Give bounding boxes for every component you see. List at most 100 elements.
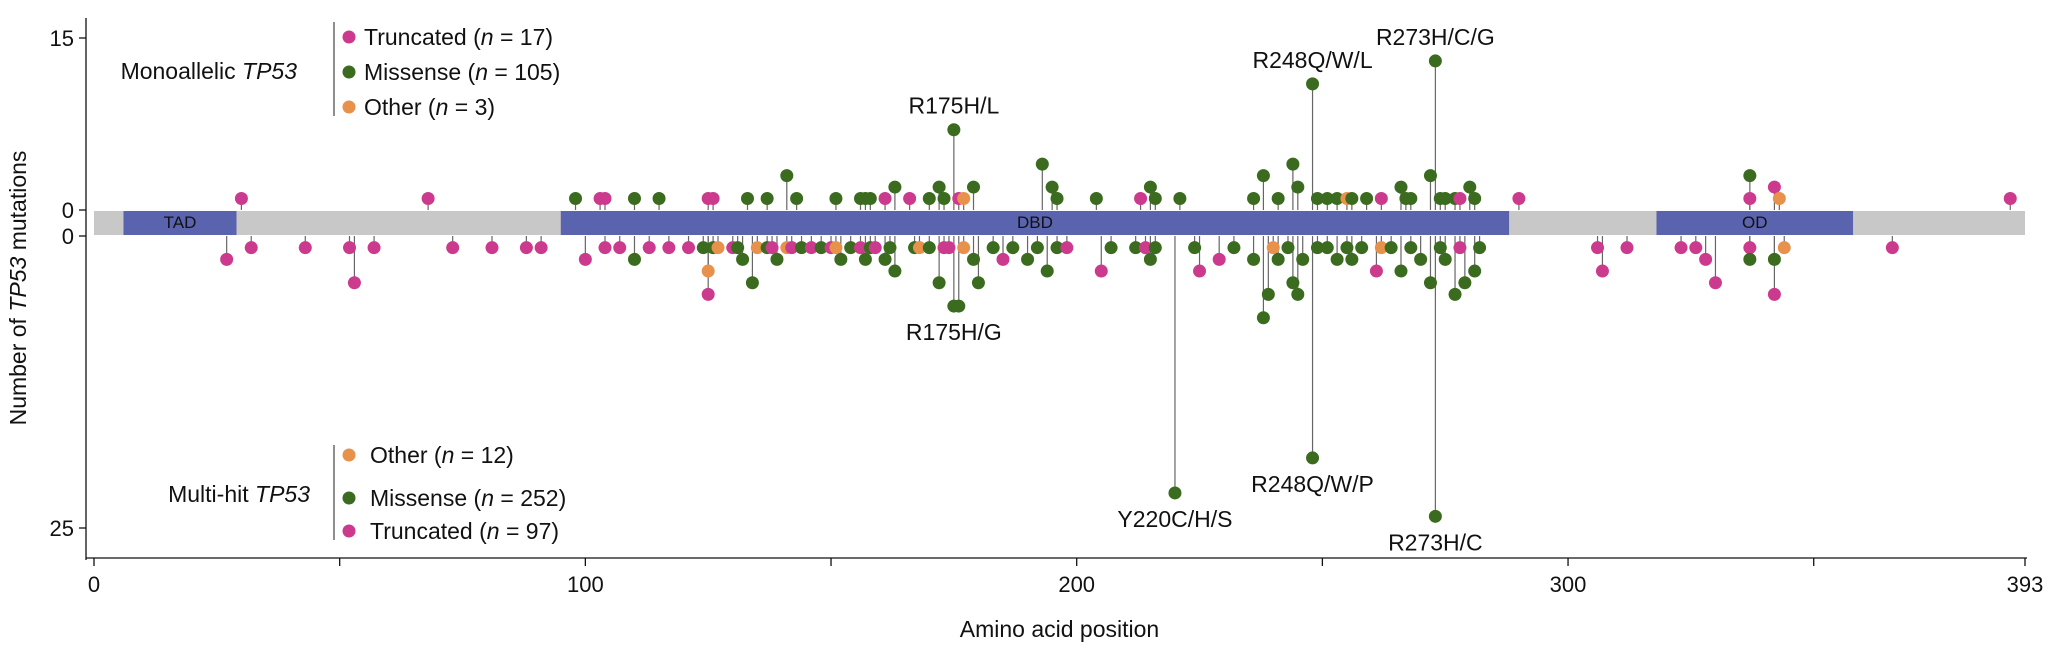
bottom-other-dot <box>701 264 715 278</box>
y-axis-label: Number of TP53 mutations <box>5 151 31 426</box>
top-legend-truncated-marker <box>342 30 356 44</box>
bottom-truncated-dot <box>642 241 656 255</box>
top-missense-dot <box>932 180 946 194</box>
top-truncated-dot <box>878 192 892 206</box>
mutation-dots <box>220 54 2017 523</box>
bottom-truncated-dot <box>662 241 676 255</box>
bottom-truncated-dot <box>682 241 696 255</box>
bottom-missense-dot <box>1168 486 1182 500</box>
top-missense-dot <box>1089 192 1103 206</box>
bottom-missense-dot <box>1286 276 1300 290</box>
bottom-truncated-dot <box>446 241 460 255</box>
bottom-missense-dot <box>858 252 872 266</box>
y-tick-label: 0 <box>62 198 74 223</box>
domain-label-tad: TAD <box>164 213 197 232</box>
bottom-truncated-dot <box>854 241 868 255</box>
protein-track: TAD DBD OD <box>94 211 2025 235</box>
bottom-truncated-dot <box>485 241 499 255</box>
bottom-other-dot <box>1777 241 1791 255</box>
bottom-other-dot <box>711 241 725 255</box>
bottom-missense-dot <box>1743 252 1757 266</box>
bottom-truncated-dot <box>1708 276 1722 290</box>
bottom-truncated-dot <box>1094 264 1108 278</box>
top-legend-missense-label: Missense (n = 105) <box>364 59 560 85</box>
bottom-missense-dot <box>1296 252 1310 266</box>
bottom-missense-dot <box>770 252 784 266</box>
bottom-missense-dot <box>1345 252 1359 266</box>
top-truncated-dot <box>1767 180 1781 194</box>
bottom-truncated-dot <box>1674 241 1688 255</box>
top-missense-dot <box>1404 192 1418 206</box>
bottom-missense-dot <box>1104 241 1118 255</box>
bottom-truncated-dot <box>942 241 956 255</box>
bottom-legend-other-label: Other (n = 12) <box>370 442 514 468</box>
top-missense-dot <box>1360 192 1374 206</box>
top-missense-dot <box>1286 157 1300 171</box>
bottom-missense-dot <box>1423 276 1437 290</box>
bottom-truncated-dot <box>1193 264 1207 278</box>
domain-tad <box>123 211 237 235</box>
top-missense-dot <box>1438 192 1452 206</box>
bottom-other-dot <box>957 241 971 255</box>
top-legend-truncated-label: Truncated (n = 17) <box>364 24 553 50</box>
top-missense-dot <box>1306 77 1320 91</box>
top-missense-dot <box>1345 192 1359 206</box>
top-truncated-dot <box>1374 192 1388 206</box>
bottom-missense-dot <box>1247 252 1261 266</box>
bottom-other-dot <box>1266 241 1280 255</box>
top-missense-dot <box>1463 180 1477 194</box>
top-truncated-dot <box>234 192 248 206</box>
bottom-truncated-dot <box>519 241 533 255</box>
bottom-missense-dot <box>1414 252 1428 266</box>
annotation-label: R248Q/W/L <box>1252 47 1372 73</box>
bottom-missense-dot <box>1310 241 1324 255</box>
y-tick-label: 15 <box>50 26 74 51</box>
bottom-truncated-dot <box>534 241 548 255</box>
bottom-missense-dot <box>1271 252 1285 266</box>
bottom-missense-dot <box>1473 241 1487 255</box>
domain-dbd <box>560 211 1510 235</box>
bottom-other-dot <box>1374 241 1388 255</box>
x-tick-label: 200 <box>1058 572 1095 597</box>
bottom-legend-title: Multi-hit TP53 <box>168 481 310 507</box>
bottom-truncated-dot <box>298 241 312 255</box>
bottom-truncated-dot <box>347 276 361 290</box>
bottom-missense-dot <box>1030 241 1044 255</box>
bottom-missense-dot <box>696 241 710 255</box>
top-missense-dot <box>1423 169 1437 183</box>
bottom-missense-dot <box>1281 241 1295 255</box>
bottom-missense-dot <box>1050 241 1064 255</box>
bottom-other-dot <box>829 241 843 255</box>
top-truncated-dot <box>1453 192 1467 206</box>
annotation-label: Y220C/H/S <box>1117 506 1232 532</box>
top-missense-dot <box>1247 192 1261 206</box>
bottom-missense-dot <box>1394 264 1408 278</box>
top-missense-dot <box>780 169 794 183</box>
top-missense-dot <box>1271 192 1285 206</box>
bottom-missense-dot <box>1438 252 1452 266</box>
bottom-truncated-dot <box>1060 241 1074 255</box>
bottom-other-dot <box>750 241 764 255</box>
domain-label-od: OD <box>1742 213 1768 232</box>
bottom-truncated-dot <box>578 252 592 266</box>
top-missense-dot <box>947 123 961 137</box>
bottom-truncated-dot <box>868 241 882 255</box>
bottom-missense-dot <box>627 252 641 266</box>
bottom-truncated-dot <box>804 241 818 255</box>
bottom-missense-dot <box>1428 509 1442 523</box>
bottom-missense-dot <box>1468 264 1482 278</box>
top-missense-dot <box>967 180 981 194</box>
bottom-truncated-dot <box>613 241 627 255</box>
bottom-truncated-dot <box>1620 241 1634 255</box>
bottom-legend-other-marker <box>342 448 356 462</box>
bottom-missense-dot <box>1306 451 1320 465</box>
top-missense-dot <box>627 192 641 206</box>
bottom-legend-missense-marker <box>342 491 356 505</box>
bottom-missense-dot <box>1355 241 1369 255</box>
top-missense-dot <box>829 192 843 206</box>
top-other-dot <box>1772 192 1786 206</box>
bottom-missense-dot <box>1340 241 1354 255</box>
bottom-missense-dot <box>1433 241 1447 255</box>
